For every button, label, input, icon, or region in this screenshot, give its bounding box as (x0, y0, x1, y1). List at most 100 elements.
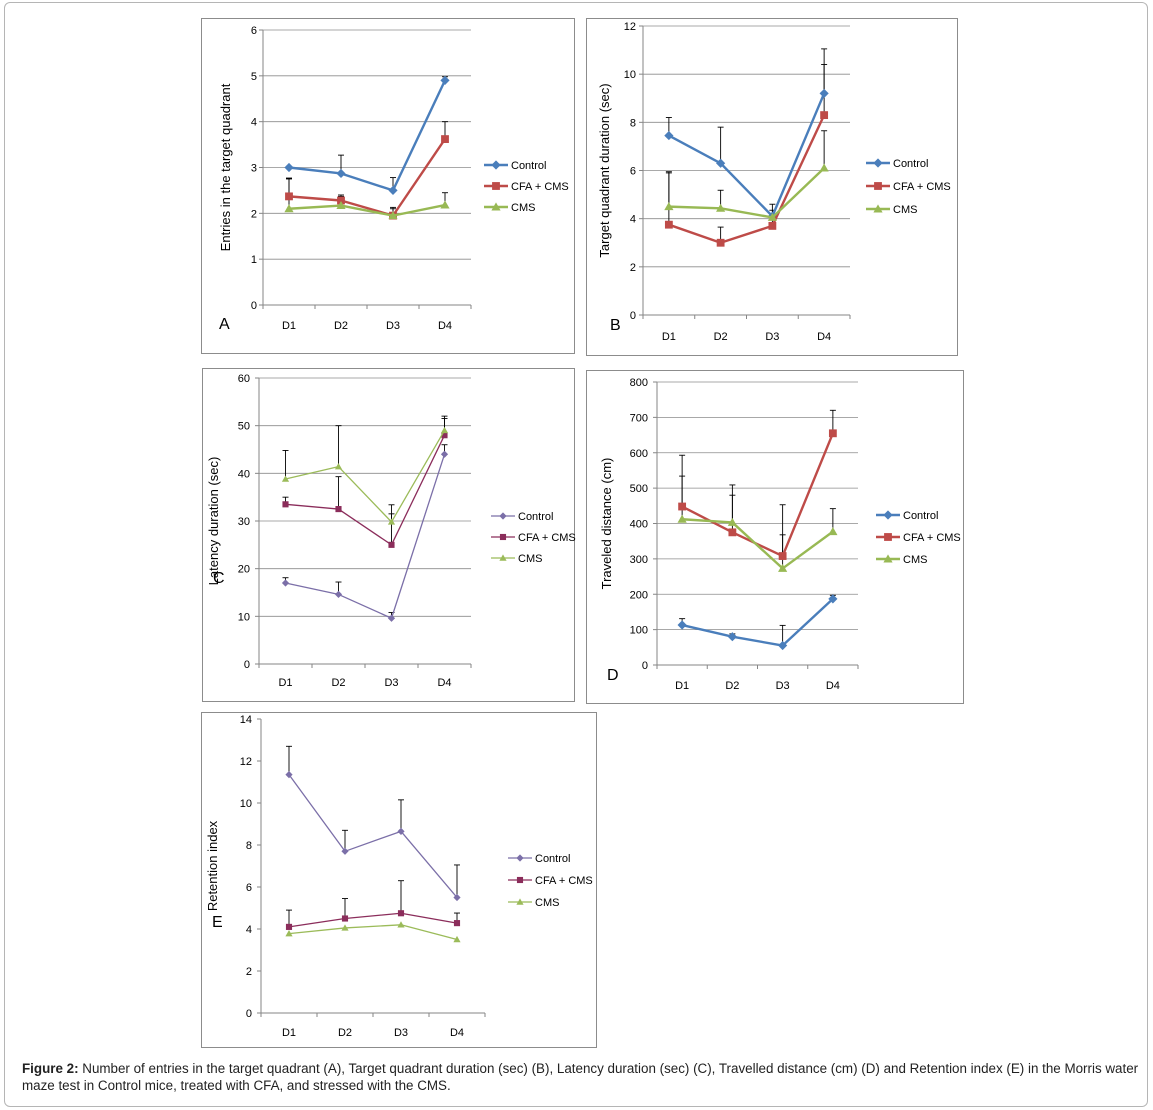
y-tick-label: 8 (246, 840, 252, 852)
x-tick-label: D4 (817, 331, 831, 343)
data-point-control (336, 168, 346, 179)
y-tick-label: 10 (240, 798, 252, 810)
y-tick-label: 200 (630, 589, 648, 601)
data-point-cfa-cms (341, 915, 349, 922)
legend-marker-cms (516, 898, 524, 905)
data-point-control (828, 594, 838, 604)
legend-label-cms: CMS (511, 202, 535, 214)
data-point-cms (284, 204, 294, 213)
legend-label-cfa-cms: CFA + CMS (893, 181, 951, 193)
legend-marker-control (499, 512, 507, 520)
data-point-cms (397, 921, 405, 928)
y-tick-label: 5 (251, 71, 257, 83)
y-tick-label: 0 (246, 1008, 252, 1020)
data-point-cfa-cms (397, 910, 405, 917)
legend-label-cms: CMS (893, 204, 917, 216)
legend-marker-cms (873, 204, 883, 213)
data-point-control (727, 632, 737, 642)
x-tick-label: D4 (826, 680, 840, 692)
series-line-cms (288, 924, 458, 941)
series-line-control (285, 454, 446, 619)
legend-marker-cms (883, 554, 893, 563)
series-line-cfa-cms (668, 114, 826, 244)
panel-border (586, 370, 964, 704)
y-tick-label: 4 (630, 214, 636, 226)
y-tick-label: 0 (642, 660, 648, 672)
legend-marker-cfa-cms (492, 182, 500, 190)
series-line-cfa-cms (288, 912, 458, 928)
data-point-cfa-cms (820, 111, 829, 120)
legend-label-cfa-cms: CFA + CMS (535, 875, 593, 887)
x-tick-label: D1 (278, 677, 292, 689)
panel-letter: A (219, 316, 230, 333)
data-point-control (778, 640, 788, 651)
x-tick-label: D1 (282, 320, 296, 332)
series-line-control (668, 92, 826, 218)
series-line-cfa-cms (285, 434, 446, 546)
y-tick-label: 6 (251, 25, 257, 37)
y-tick-label: 40 (238, 468, 250, 480)
data-point-cfa-cms (828, 429, 837, 438)
data-point-control (440, 450, 449, 458)
legend-marker-control (491, 160, 501, 170)
legend-label-cfa-cms: CFA + CMS (511, 181, 569, 193)
panel-letter: B (610, 317, 621, 334)
y-axis-label: Latency duration (sec) (206, 457, 221, 586)
data-point-cms (664, 202, 674, 211)
x-tick-label: D4 (437, 677, 451, 689)
chart-panel-b: 0 2 4 6 8 10 12 D1 D2 D3 D4 Target quadrant duratio… (586, 18, 958, 356)
y-tick-label: 2 (251, 208, 257, 220)
y-tick-label: 14 (240, 714, 252, 726)
data-point-cfa-cms (441, 135, 449, 143)
y-tick-label: 0 (244, 659, 250, 671)
data-point-control (284, 162, 294, 173)
x-tick-label: D3 (394, 1027, 408, 1039)
data-point-cfa-cms (337, 196, 345, 205)
y-tick-label: 700 (630, 412, 648, 424)
data-point-cfa-cms (388, 541, 395, 548)
data-point-cfa-cms (728, 528, 737, 537)
data-point-cms (778, 563, 788, 572)
legend-label-control: Control (518, 511, 553, 523)
y-tick-label: 300 (630, 554, 648, 566)
x-tick-label: D3 (776, 680, 790, 692)
series-line-cms (285, 430, 446, 523)
data-point-cfa-cms (768, 221, 777, 230)
data-point-cfa-cms (285, 923, 293, 930)
legend-marker-control (873, 158, 883, 168)
y-tick-label: 500 (630, 483, 648, 495)
legend-label-cfa-cms: CFA + CMS (903, 532, 961, 544)
data-point-control (387, 614, 396, 622)
y-tick-label: 3 (251, 163, 257, 175)
series-line-cms (288, 203, 446, 217)
x-tick-label: D1 (662, 331, 676, 343)
panel-border (201, 18, 575, 354)
panel-letter: D (607, 667, 619, 684)
data-point-cms (336, 200, 346, 209)
data-point-control (388, 185, 398, 196)
chart-panel-e: 0 2 4 6 8 10 12 14 D1 D2 D3 D4 Retention index E Contr… (201, 712, 597, 1048)
data-point-cms (828, 527, 838, 536)
x-tick-label: D2 (338, 1027, 352, 1039)
caption-text: Number of entries in the target quadrant… (22, 1061, 1139, 1093)
y-tick-label: 12 (624, 21, 636, 33)
legend-marker-cfa-cms (874, 182, 882, 190)
data-point-cms (677, 514, 687, 523)
y-tick-label: 600 (630, 448, 648, 460)
data-point-control (453, 893, 461, 902)
data-point-control (341, 847, 349, 855)
data-point-cfa-cms (678, 502, 687, 511)
data-point-cfa-cms (778, 552, 787, 560)
y-tick-label: 60 (238, 373, 250, 385)
legend-label-cfa-cms: CFA + CMS (518, 532, 576, 544)
x-tick-label: D3 (765, 331, 779, 343)
legend-marker-cfa-cms (499, 533, 507, 541)
x-tick-label: D2 (331, 677, 345, 689)
y-tick-label: 100 (630, 625, 648, 637)
y-tick-label: 6 (246, 882, 252, 894)
data-point-cfa-cms (282, 501, 289, 508)
data-point-cms (716, 203, 726, 212)
x-tick-label: D3 (386, 320, 400, 332)
data-point-control (285, 771, 293, 779)
y-tick-label: 4 (251, 117, 257, 129)
